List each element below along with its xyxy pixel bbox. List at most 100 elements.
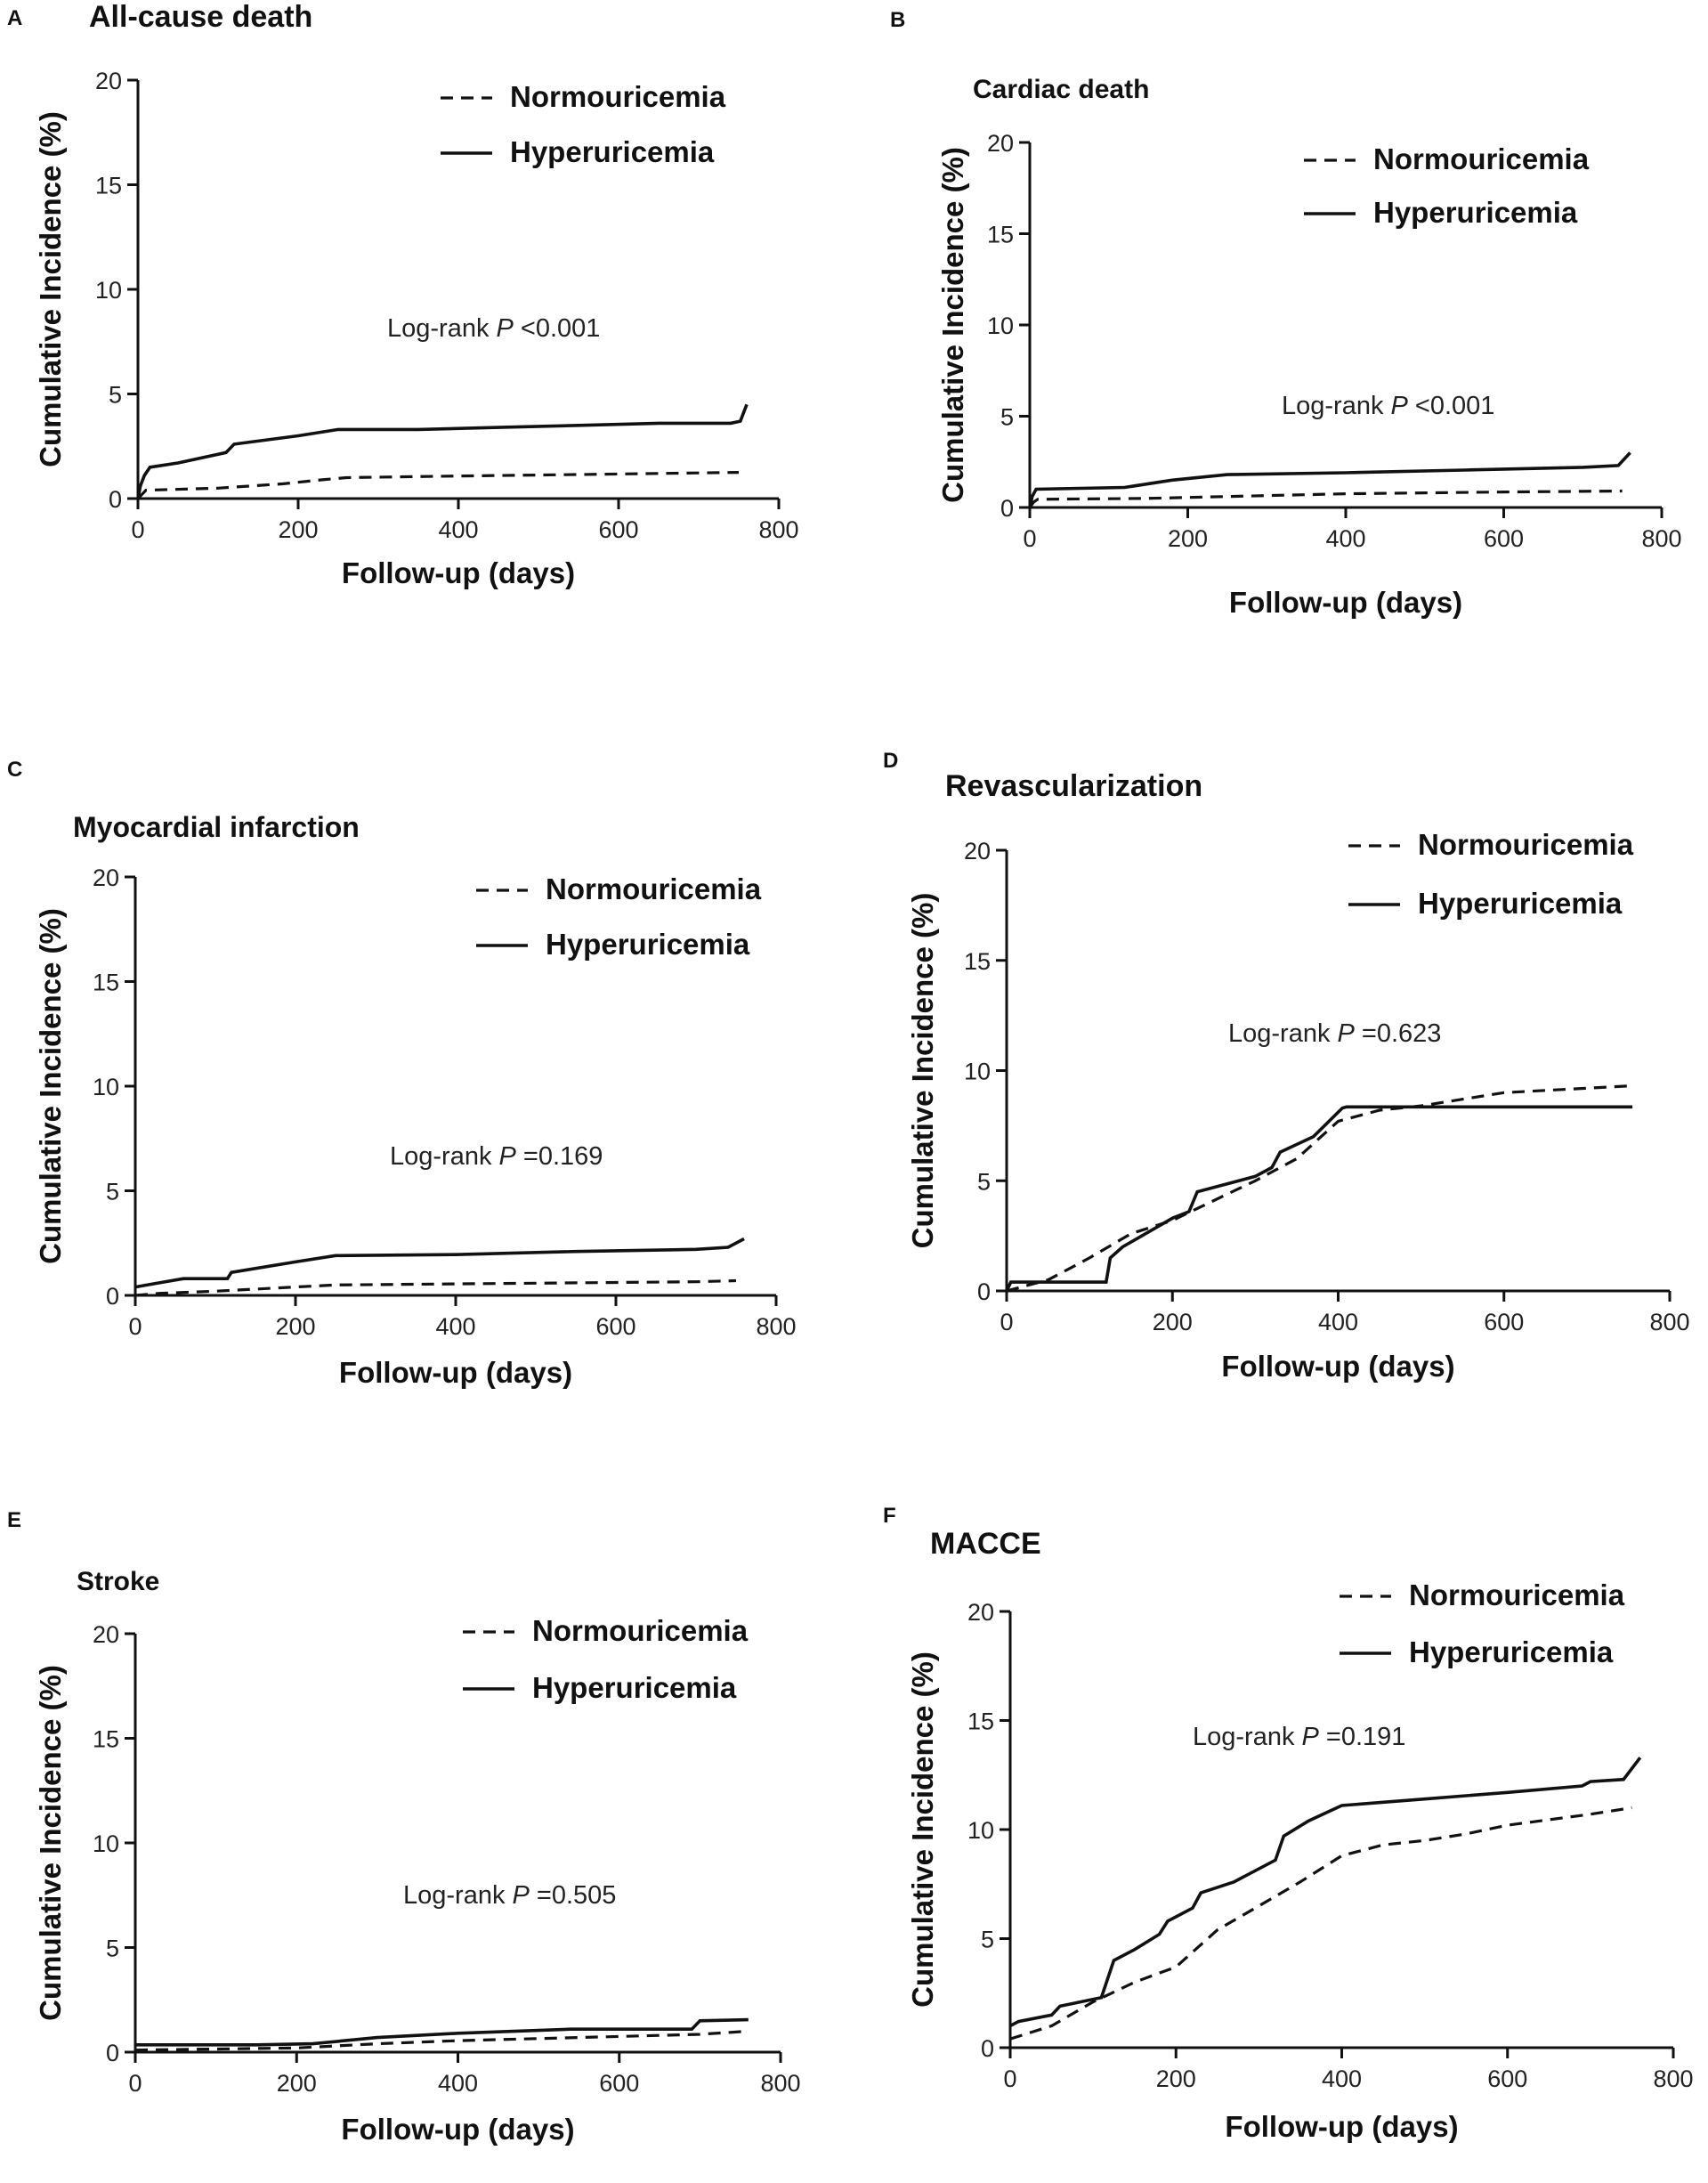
- y-axis-label: Cumulative Incidence (%): [906, 1651, 939, 2008]
- x-axis-label: Follow-up (days): [1229, 586, 1462, 619]
- series-line-normouricemia: [134, 2029, 749, 2052]
- x-tick-label: 200: [275, 1313, 315, 1340]
- y-axis-label: Cumulative Incidence (%): [34, 1665, 67, 2021]
- y-axis-label: Cumulative Incidence (%): [936, 147, 969, 503]
- y-axis-label: Cumulative Incidence (%): [34, 908, 67, 1264]
- legend-label-normouricemia: Normouricemia: [546, 872, 762, 905]
- x-tick-label: 400: [1318, 1309, 1358, 1335]
- logrank-annotation: Log-rank P =0.505: [403, 1881, 616, 1910]
- legend-label-normouricemia: Normouricemia: [532, 1614, 749, 1647]
- x-tick-label: 200: [1168, 525, 1208, 552]
- series-line-hyperuricemia: [134, 1237, 745, 1289]
- y-tick-label: 10: [964, 1059, 991, 1085]
- y-tick-label: 0: [106, 2040, 119, 2066]
- y-tick-label: 5: [106, 1179, 119, 1205]
- x-tick-label: 800: [1649, 1309, 1689, 1335]
- x-tick-label: 400: [438, 516, 478, 543]
- panel-letter: F: [883, 1504, 896, 1528]
- x-tick-label: 0: [128, 2070, 142, 2097]
- x-tick-label: 0: [1023, 525, 1036, 552]
- x-axis-label: Follow-up (days): [1221, 1350, 1454, 1383]
- x-tick-label: 400: [438, 2070, 478, 2097]
- legend-label-hyperuricemia: Hyperuricemia: [1409, 1635, 1614, 1668]
- y-tick-label: 15: [987, 222, 1014, 248]
- panel-letter: C: [7, 758, 22, 782]
- series-line-normouricemia: [1028, 489, 1623, 508]
- series-line-normouricemia: [134, 1278, 737, 1297]
- x-tick-label: 800: [758, 516, 798, 543]
- chart-title: Myocardial infarction: [73, 811, 360, 843]
- series-line-hyperuricemia: [1028, 451, 1631, 508]
- y-tick-label: 5: [109, 382, 122, 409]
- y-tick-label: 10: [93, 1074, 119, 1100]
- x-tick-label: 600: [1484, 525, 1524, 552]
- y-tick-label: 15: [95, 173, 122, 199]
- logrank-annotation: Log-rank P =0.191: [1193, 1723, 1405, 1751]
- x-axis-label: Follow-up (days): [1225, 2110, 1458, 2143]
- y-tick-label: 0: [981, 2035, 994, 2062]
- x-tick-label: 200: [277, 2070, 317, 2097]
- x-tick-label: 200: [1156, 2065, 1196, 2092]
- chart-title: MACCE: [930, 1527, 1041, 1561]
- y-tick-label: 5: [106, 1935, 119, 1962]
- x-tick-label: 600: [598, 516, 638, 543]
- y-tick-label: 20: [93, 864, 119, 891]
- x-tick-label: 0: [1003, 2065, 1016, 2092]
- legend-label-hyperuricemia: Hyperuricemia: [1418, 887, 1623, 920]
- series-line-hyperuricemia: [135, 2017, 749, 2047]
- y-tick-label: 0: [977, 1278, 991, 1305]
- y-tick-label: 20: [964, 838, 991, 864]
- y-tick-label: 10: [95, 277, 122, 304]
- series-line-normouricemia: [1009, 1806, 1632, 2041]
- panel-letter: A: [7, 6, 22, 30]
- legend-label-hyperuricemia: Hyperuricemia: [532, 1671, 737, 1704]
- y-tick-label: 10: [93, 1830, 119, 1857]
- logrank-annotation: Log-rank P =0.623: [1228, 1019, 1441, 1048]
- x-tick-label: 200: [1153, 1309, 1193, 1335]
- x-tick-label: 600: [1487, 2065, 1527, 2092]
- y-tick-label: 10: [987, 312, 1014, 339]
- y-tick-label: 5: [981, 1927, 994, 1953]
- panel-letter: E: [7, 1508, 21, 1532]
- x-tick-label: 400: [1325, 525, 1365, 552]
- y-tick-label: 5: [977, 1168, 991, 1195]
- panel-letter: D: [883, 749, 898, 773]
- y-axis-label: Cumulative Incidence (%): [34, 111, 67, 467]
- logrank-annotation: Log-rank P <0.001: [1282, 392, 1494, 420]
- series-line-normouricemia: [136, 471, 740, 500]
- y-tick-label: 10: [967, 1817, 994, 1844]
- y-tick-label: 15: [964, 948, 991, 975]
- x-axis-label: Follow-up (days): [341, 2113, 574, 2146]
- logrank-annotation: Log-rank P =0.169: [390, 1142, 603, 1171]
- chart-title: Cardiac death: [973, 75, 1149, 104]
- y-tick-label: 0: [109, 486, 122, 513]
- x-tick-label: 0: [128, 1313, 142, 1340]
- series-line-hyperuricemia: [1009, 1757, 1642, 2028]
- x-tick-label: 0: [1000, 1309, 1013, 1335]
- x-tick-label: 800: [760, 2070, 800, 2097]
- legend-label-hyperuricemia: Hyperuricemia: [546, 928, 750, 961]
- y-tick-label: 20: [93, 1621, 119, 1648]
- y-tick-label: 20: [967, 1599, 994, 1626]
- panel-letter: B: [890, 8, 905, 32]
- chart-title: Revascularization: [945, 769, 1202, 803]
- x-tick-label: 600: [1484, 1309, 1524, 1335]
- y-tick-label: 15: [967, 1708, 994, 1735]
- chart-title: Stroke: [77, 1567, 159, 1596]
- y-tick-label: 0: [1000, 495, 1014, 522]
- series-line-normouricemia: [1006, 1084, 1629, 1293]
- legend-label-normouricemia: Normouricemia: [1373, 142, 1590, 175]
- legend-label-normouricemia: Normouricemia: [1418, 828, 1634, 861]
- legend-label-normouricemia: Normouricemia: [510, 80, 726, 113]
- x-tick-label: 0: [131, 516, 144, 543]
- x-axis-label: Follow-up (days): [342, 556, 575, 589]
- y-tick-label: 15: [93, 1726, 119, 1753]
- x-tick-label: 600: [599, 2070, 639, 2097]
- y-tick-label: 20: [95, 68, 122, 94]
